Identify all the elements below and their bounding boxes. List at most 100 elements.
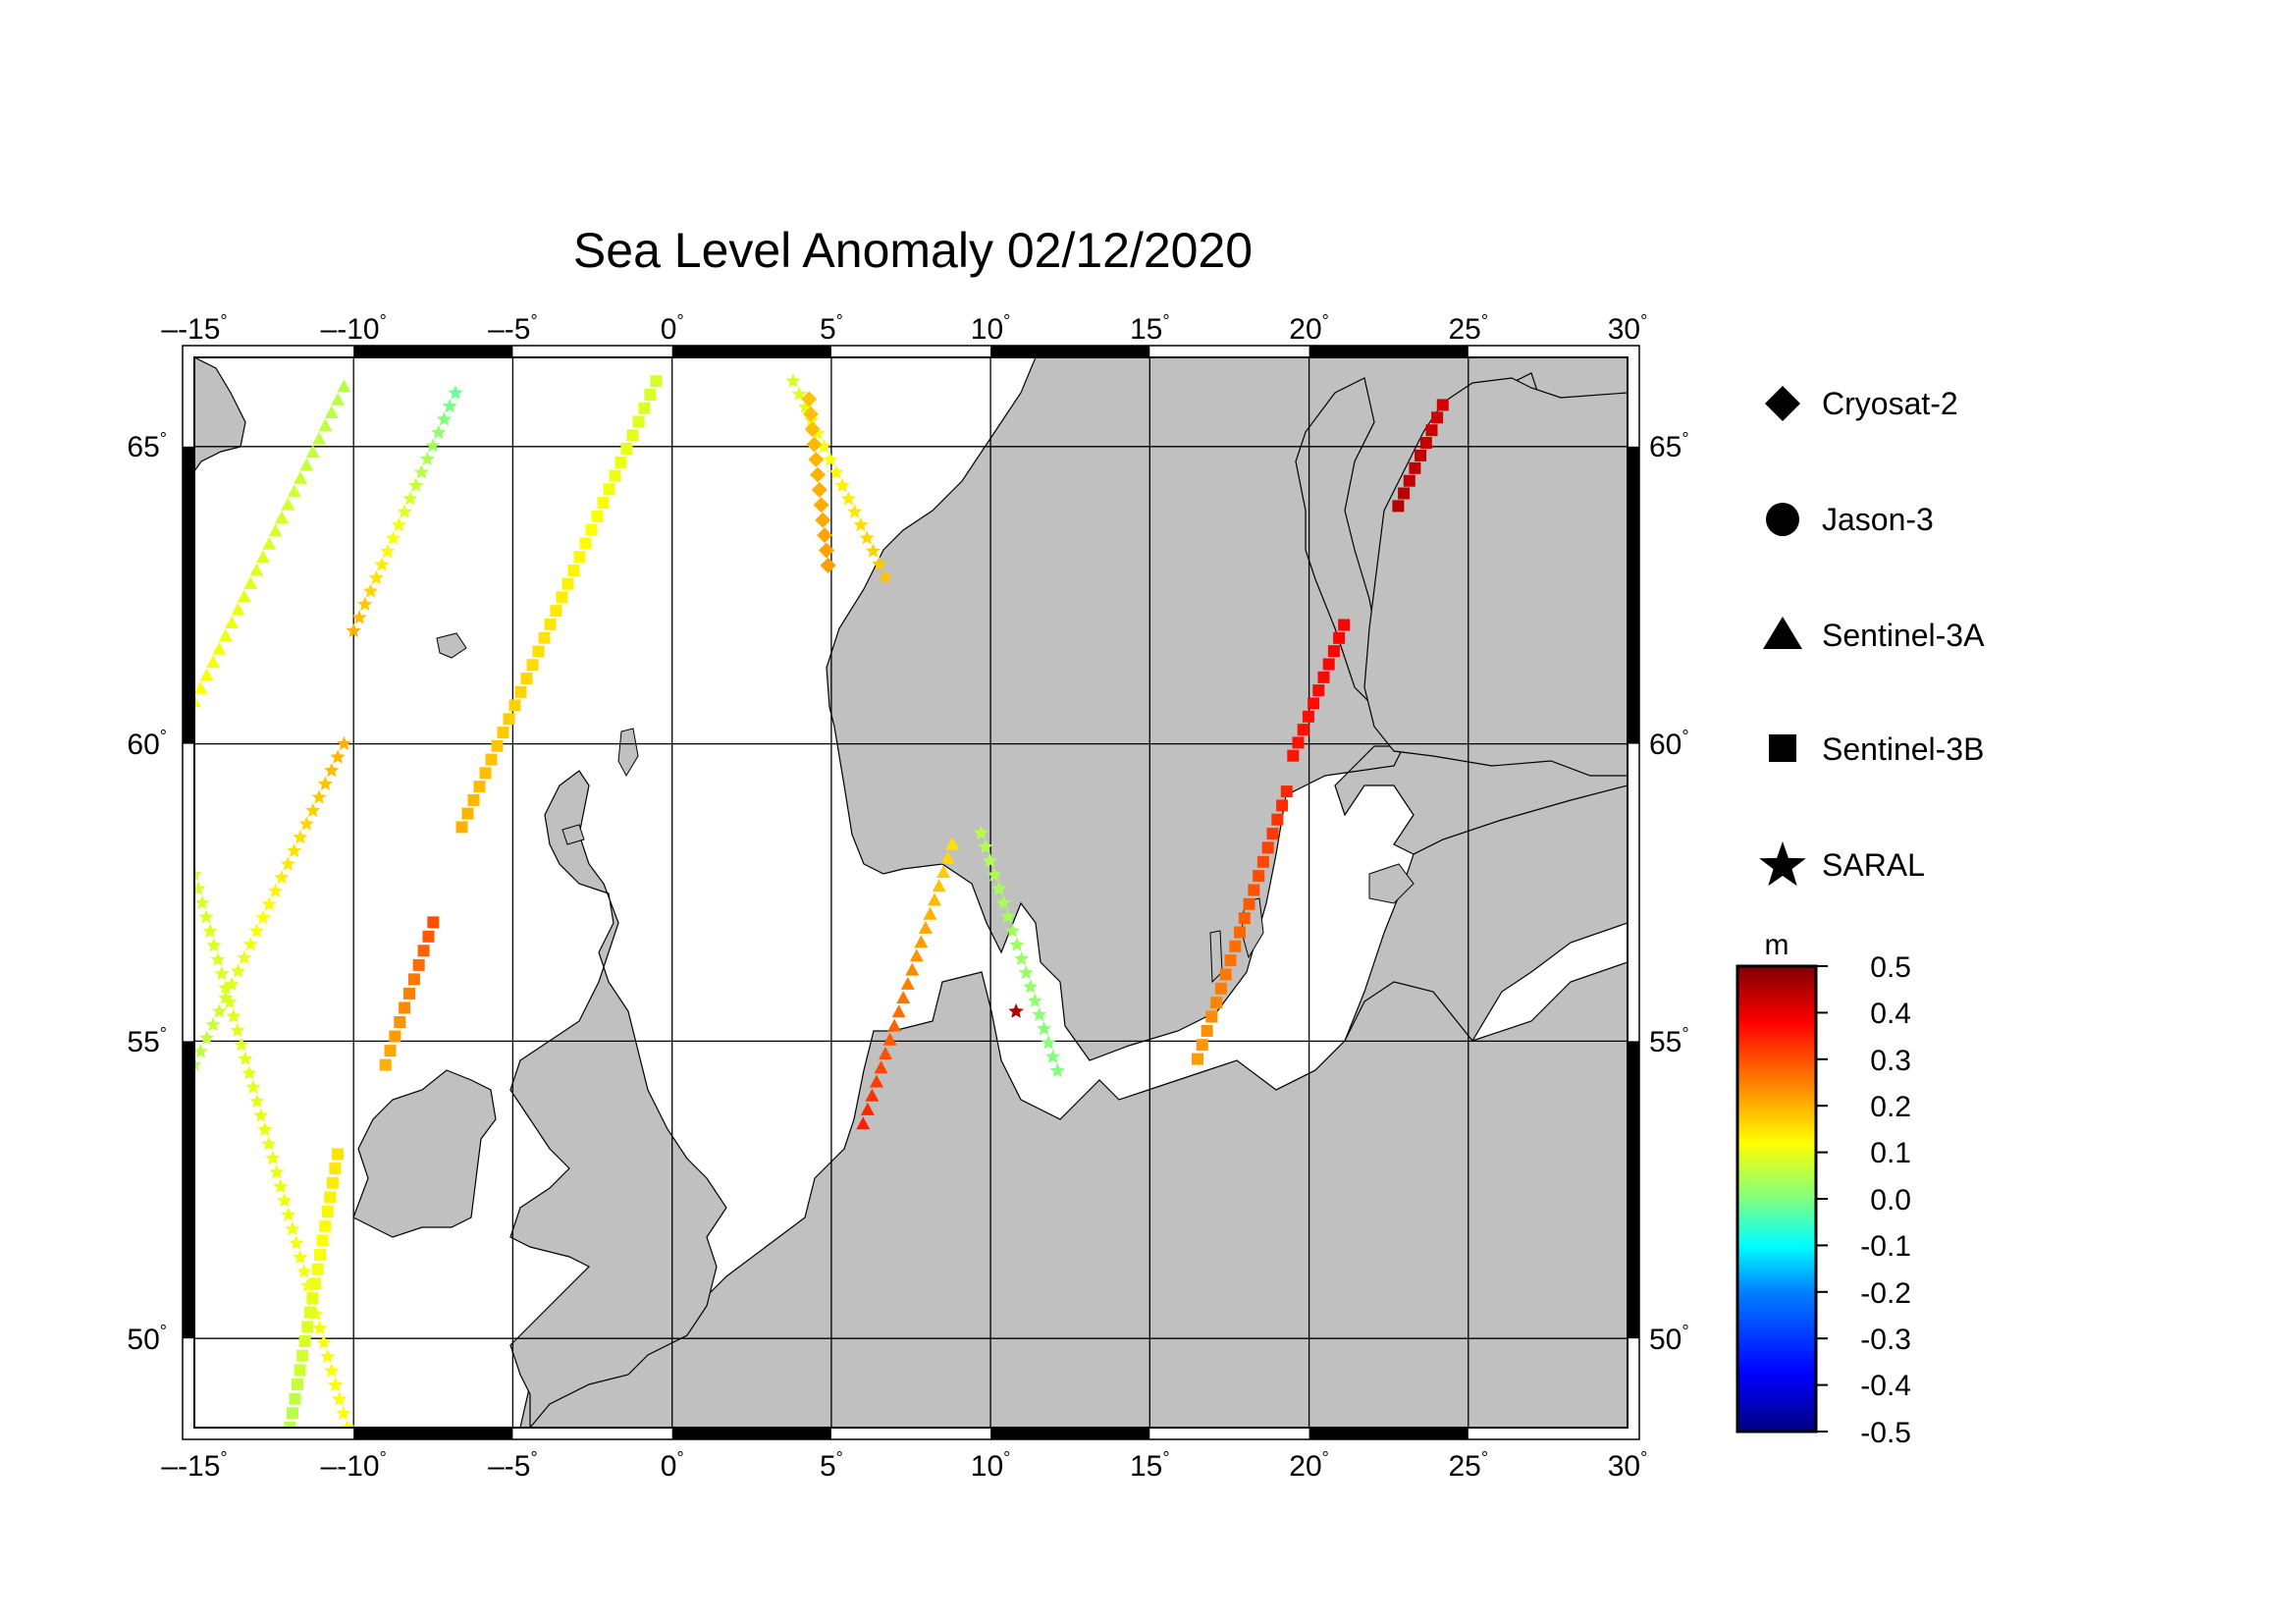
sentinel-3b-marker — [520, 673, 533, 684]
sentinel-3b-marker — [591, 510, 604, 522]
track-saral — [346, 385, 463, 637]
lat-label-left: 60° — [127, 727, 167, 761]
sentinel-3b-marker — [1431, 411, 1444, 424]
lon-labels-bottom: –-15° –-10° –-5° 0° 5° 10° 15° 20° 25° 3… — [161, 1448, 1647, 1483]
sentinel-3a-marker — [874, 1060, 888, 1074]
sentinel-3b-marker — [326, 1176, 339, 1189]
colorbar-tick-label: -0.4 — [1860, 1370, 1911, 1402]
sentinel-3b-marker — [316, 1234, 329, 1247]
sentinel-3b-marker — [1392, 500, 1405, 513]
sentinel-3b-marker — [389, 1030, 401, 1043]
saral-marker — [332, 1391, 347, 1406]
track-sentinel-3b — [1287, 619, 1351, 762]
lon-label-top: 20° — [1289, 311, 1329, 346]
diamond-icon — [1765, 386, 1800, 421]
saral-marker — [305, 802, 321, 818]
saral-marker — [234, 1037, 249, 1052]
sentinel-3a-marker — [318, 418, 333, 432]
legend-item-cryosat-2: Cryosat-2 — [1765, 386, 1958, 421]
track-sentinel-3b — [284, 1148, 344, 1428]
saral-marker — [194, 881, 206, 895]
lon-label-bottom: 10° — [971, 1448, 1011, 1483]
sentinel-3a-marker — [914, 935, 929, 948]
sentinel-3b-marker — [1253, 870, 1265, 883]
saral-marker — [316, 1334, 332, 1349]
saral-marker — [324, 1363, 340, 1378]
sentinel-3a-marker — [905, 962, 920, 976]
sentinel-3a-marker — [287, 484, 301, 498]
saral-marker — [194, 894, 210, 910]
sentinel-3b-marker — [1338, 619, 1351, 631]
saral-marker — [194, 1056, 202, 1072]
cryosat-2-marker — [806, 436, 823, 453]
saral-marker — [1009, 937, 1025, 951]
lon-labels-top: –-15° –-10° –-5° 0° 5° 10° 15° 20° 25° 3… — [161, 311, 1647, 346]
saral-marker — [402, 491, 418, 506]
saral-marker — [198, 909, 214, 924]
land-ireland — [352, 1069, 497, 1238]
cryosat-2-marker — [802, 406, 819, 422]
lon-label-bottom: –-10° — [321, 1448, 387, 1483]
sentinel-3b-marker — [1292, 736, 1305, 749]
saral-marker — [218, 980, 234, 995]
saral-marker — [311, 789, 327, 804]
legend-label: Sentinel-3A — [1822, 618, 1985, 653]
colorbar-tick-labels: 0.5 0.4 0.3 0.2 0.1 0.0 -0.1 -0.2 -0.3 -… — [1860, 951, 1911, 1449]
sentinel-3b-marker — [289, 1392, 301, 1405]
sentinel-3a-marker — [870, 1074, 883, 1088]
track-saral — [1008, 1003, 1024, 1018]
saral-marker — [280, 856, 295, 871]
sentinel-3b-marker — [1436, 399, 1449, 411]
sentinel-3b-marker — [609, 469, 621, 482]
sentinel-3a-marker — [225, 616, 240, 628]
saral-marker — [222, 994, 238, 1009]
saral-marker — [368, 569, 384, 585]
lon-label-top: –-10° — [321, 311, 387, 346]
sentinel-3b-marker — [1192, 1053, 1203, 1065]
altimetry-tracks — [194, 373, 1449, 1428]
chart-title: Sea Level Anomaly 02/12/2020 — [573, 223, 1253, 278]
saral-marker — [336, 735, 352, 751]
saral-marker — [872, 556, 887, 571]
lon-label-bottom: 30° — [1608, 1448, 1648, 1483]
sentinel-3a-marker — [909, 948, 924, 962]
sentinel-3b-marker — [1327, 645, 1340, 658]
saral-marker — [834, 477, 850, 493]
sentinel-3a-marker — [923, 906, 937, 920]
saral-marker — [442, 398, 457, 413]
saral-marker — [810, 425, 826, 440]
sentinel-3b-marker — [1312, 684, 1325, 697]
colorbar-unit: m — [1765, 929, 1789, 961]
saral-marker — [847, 504, 863, 518]
sentinel-3b-marker — [403, 987, 415, 1000]
saral-marker — [448, 385, 463, 400]
sentinel-3b-marker — [461, 807, 474, 820]
saral-marker — [391, 516, 406, 532]
colorbar-tick-label: 0.0 — [1870, 1184, 1911, 1217]
saral-marker — [317, 776, 333, 790]
lat-label-left: 55° — [127, 1024, 167, 1058]
sentinel-3a-marker — [294, 470, 307, 484]
saral-marker — [1027, 993, 1042, 1007]
saral-marker — [978, 839, 993, 854]
land-faroe-islands — [436, 632, 467, 659]
sentinel-3b-marker — [614, 456, 627, 468]
sentinel-3b-marker — [1196, 1039, 1208, 1052]
saral-marker — [413, 464, 429, 479]
saral-marker — [816, 438, 831, 454]
sentinel-3b-marker — [556, 591, 568, 604]
track-sentinel-3b — [1192, 785, 1293, 1065]
saral-marker — [226, 1008, 241, 1023]
sentinel-3b-marker — [1403, 474, 1415, 487]
sentinel-3a-marker — [212, 641, 227, 655]
saral-marker — [973, 825, 988, 839]
lon-label-bottom: –-5° — [488, 1448, 538, 1483]
sentinel-3a-marker — [882, 1032, 897, 1046]
sentinel-3b-marker — [1297, 724, 1309, 736]
sentinel-3b-marker — [455, 821, 468, 834]
track-saral — [194, 735, 352, 1072]
saral-marker — [785, 373, 801, 388]
sentinel-3b-marker — [1276, 799, 1289, 812]
square-icon — [1769, 734, 1796, 762]
sentinel-3b-marker — [1234, 926, 1246, 939]
